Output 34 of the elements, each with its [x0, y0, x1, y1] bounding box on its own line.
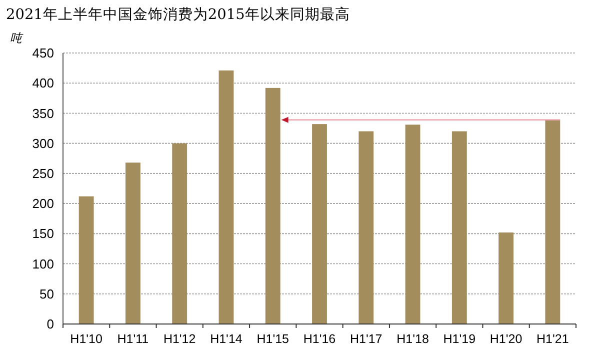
x-tick-label: H1'14	[210, 332, 242, 346]
bar	[452, 131, 467, 324]
x-tick-label: H1'17	[350, 332, 382, 346]
y-tick-label: 150	[32, 226, 54, 242]
y-tick-label: 400	[32, 76, 54, 91]
bar	[358, 131, 374, 324]
x-tick-label: H1'21	[536, 332, 569, 346]
bar	[405, 124, 420, 324]
x-tick-label: H1'16	[303, 332, 336, 346]
x-tick-label: H1'20	[490, 332, 522, 346]
bar	[125, 162, 140, 324]
bar	[265, 88, 280, 324]
chart-title: 2021年上半年中国金饰消费为2015年以来同期最高	[6, 6, 350, 23]
bar	[545, 120, 560, 324]
y-tick-label: 200	[32, 196, 54, 212]
y-axis-title: 吨	[10, 31, 24, 45]
y-tick-label: 0	[46, 316, 54, 332]
x-tick-label: H1'12	[163, 332, 196, 346]
y-tick-label: 350	[32, 106, 54, 121]
bar	[172, 143, 188, 324]
y-tick-label: 250	[32, 166, 54, 181]
bar	[218, 70, 234, 324]
y-tick-label: 50	[40, 286, 54, 302]
y-tick-label: 100	[32, 256, 54, 272]
y-tick-label: 300	[32, 136, 54, 151]
bar	[78, 196, 94, 324]
x-tick-label: H1'15	[256, 332, 290, 346]
y-tick-label: 450	[32, 46, 54, 61]
bar	[498, 232, 514, 324]
x-tick-label: H1'19	[443, 332, 476, 346]
x-tick-label: H1'18	[396, 332, 429, 346]
x-tick-label: H1'11	[117, 332, 149, 346]
bar	[312, 124, 327, 324]
x-tick-label: H1'10	[70, 332, 102, 346]
